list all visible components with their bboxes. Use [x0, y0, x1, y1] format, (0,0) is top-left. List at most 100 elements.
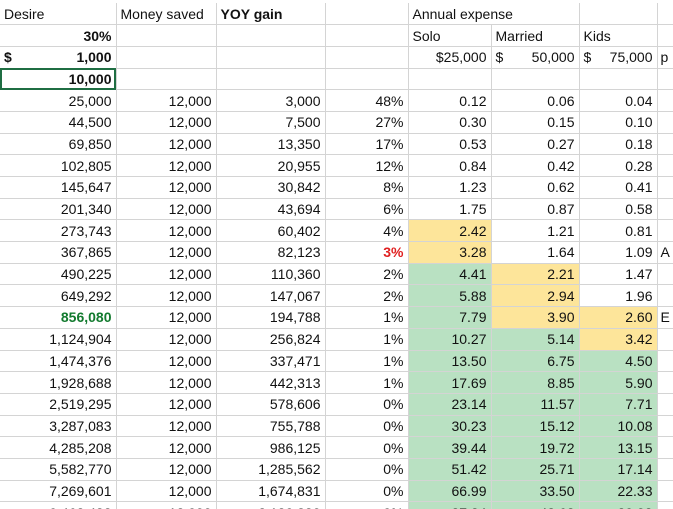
cell-cut[interactable] [657, 436, 673, 459]
cell-cut[interactable] [657, 371, 673, 394]
cell-kids[interactable]: 2.60 [579, 306, 658, 329]
cell-kids-expense[interactable]: $ 75,000 [579, 46, 658, 69]
cell-money-saved[interactable]: 12,000 [116, 241, 217, 264]
cell-solo[interactable]: 4.41 [408, 263, 492, 286]
cell-desire[interactable]: 4,285,208 [0, 436, 117, 459]
cell-cut[interactable] [657, 219, 673, 243]
cell-cut[interactable] [657, 393, 673, 416]
cell-solo-expense[interactable]: $25,000 [408, 46, 492, 69]
cell-kids[interactable]: 22.33 [579, 480, 658, 503]
cell-money-saved[interactable]: 12,000 [116, 133, 217, 156]
cell-cut[interactable] [657, 133, 673, 156]
cell-cut[interactable] [657, 328, 673, 351]
cell-rate[interactable]: 0% [325, 393, 409, 416]
cell-rate[interactable]: 17% [325, 133, 409, 156]
cell-yoy-gain[interactable]: 30,842 [216, 176, 326, 199]
cell-cut[interactable] [657, 415, 673, 438]
cell-kids[interactable]: 1.09 [579, 241, 658, 264]
cell-money-saved[interactable]: 12,000 [116, 284, 217, 308]
cell-rate[interactable]: 4% [325, 219, 409, 243]
cell-money-saved[interactable]: 12,000 [116, 480, 217, 503]
cell-rate[interactable]: 2% [325, 263, 409, 286]
cell-empty[interactable] [116, 24, 217, 47]
cell-rate[interactable]: 0% [325, 436, 409, 459]
cell-kids[interactable]: 4.50 [579, 350, 658, 373]
cell-desire[interactable]: 44,500 [0, 111, 117, 134]
cell-cut[interactable] [657, 480, 673, 503]
cell-rate[interactable]: 1% [325, 350, 409, 373]
cell-cut[interactable] [657, 198, 673, 221]
cell-desire-header[interactable]: Desire [0, 3, 117, 26]
cell-yoy-gain[interactable]: 755,788 [216, 415, 326, 438]
cell-desire[interactable]: 1,474,376 [0, 350, 117, 373]
cell-kids[interactable]: 3.42 [579, 328, 658, 351]
cell-money-saved[interactable]: 12,000 [116, 328, 217, 351]
cell-rate[interactable]: 48% [325, 89, 409, 112]
cell-solo[interactable]: 30.23 [408, 415, 492, 438]
cell-kids[interactable]: 1.96 [579, 284, 658, 308]
cell-money-saved[interactable]: 12,000 [116, 458, 217, 481]
cell-solo[interactable]: 5.88 [408, 284, 492, 308]
cell-yoy-gain[interactable]: 194,788 [216, 306, 326, 329]
cell-currency-amount[interactable]: $ 1,000 [0, 46, 117, 69]
cell-rate[interactable]: 0% [325, 458, 409, 481]
cell-kids[interactable]: 5.90 [579, 371, 658, 394]
cell-kids[interactable]: 7.71 [579, 393, 658, 416]
cell-solo[interactable]: 0.12 [408, 89, 492, 112]
cell-desire[interactable]: 490,225 [0, 263, 117, 286]
cell-rate[interactable]: 27% [325, 111, 409, 134]
cell-kids[interactable]: 29.08 [579, 501, 658, 509]
cell-yoy-gain[interactable]: 13,350 [216, 133, 326, 156]
cell-yoy-gain[interactable]: 1,285,562 [216, 458, 326, 481]
cell-money-saved[interactable]: 12,000 [116, 89, 217, 112]
cell-cut[interactable] [657, 458, 673, 481]
cell-empty[interactable] [216, 46, 326, 69]
cell-yoy-gain[interactable]: 578,606 [216, 393, 326, 416]
cell-cut[interactable]: A [657, 241, 673, 264]
cell-married[interactable]: 0.06 [491, 89, 580, 112]
cell-desire[interactable]: 273,743 [0, 219, 117, 243]
cell-married-expense[interactable]: $ 50,000 [491, 46, 580, 69]
cell-solo[interactable]: 39.44 [408, 436, 492, 459]
cell-cut[interactable]: p [657, 46, 673, 69]
cell-yoy-gain[interactable]: 147,067 [216, 284, 326, 308]
cell-kids[interactable]: 0.18 [579, 133, 658, 156]
cell-empty[interactable] [216, 24, 326, 47]
cell-money-saved[interactable]: 12,000 [116, 350, 217, 373]
cell-yoy-gain[interactable]: 43,694 [216, 198, 326, 221]
cell-kids[interactable]: 1.47 [579, 263, 658, 286]
cell-married[interactable]: 0.27 [491, 133, 580, 156]
cell-desire[interactable]: 1,124,904 [0, 328, 117, 351]
cell-yoy-gain[interactable]: 986,125 [216, 436, 326, 459]
cell-kids[interactable]: 0.10 [579, 111, 658, 134]
cell-rate[interactable]: 1% [325, 371, 409, 394]
cell-empty[interactable] [116, 68, 217, 91]
cell-empty[interactable] [579, 3, 658, 26]
cell-yoy-gain-header[interactable]: YOY gain [216, 3, 326, 26]
cell-cut[interactable] [657, 24, 673, 47]
cell-empty[interactable] [408, 68, 492, 91]
cell-married[interactable]: 0.15 [491, 111, 580, 134]
cell-cut[interactable] [657, 111, 673, 134]
cell-kids[interactable]: 13.15 [579, 436, 658, 459]
cell-money-saved[interactable]: 12,000 [116, 371, 217, 394]
cell-yoy-gain[interactable]: 60,402 [216, 219, 326, 243]
cell-desire[interactable]: 856,080 [0, 306, 117, 329]
cell-married[interactable]: 0.42 [491, 154, 580, 177]
cell-kids[interactable]: 0.41 [579, 176, 658, 199]
cell-married[interactable]: 6.75 [491, 350, 580, 373]
cell-rate[interactable]: 1% [325, 306, 409, 329]
cell-empty[interactable] [325, 3, 409, 26]
cell-yoy-gain[interactable]: 2,180,880 [216, 501, 326, 509]
cell-desire[interactable]: 367,865 [0, 241, 117, 264]
cell-empty[interactable] [216, 68, 326, 91]
cell-solo[interactable]: 1.75 [408, 198, 492, 221]
cell-desire[interactable]: 69,850 [0, 133, 117, 156]
cell-desire[interactable]: 3,287,083 [0, 415, 117, 438]
cell-solo[interactable]: 1.23 [408, 176, 492, 199]
cell-cut[interactable]: E [657, 306, 673, 329]
cell-married[interactable]: 0.87 [491, 198, 580, 221]
cell-yoy-gain[interactable]: 256,824 [216, 328, 326, 351]
cell-money-saved[interactable]: 12,000 [116, 436, 217, 459]
cell-empty[interactable] [325, 68, 409, 91]
